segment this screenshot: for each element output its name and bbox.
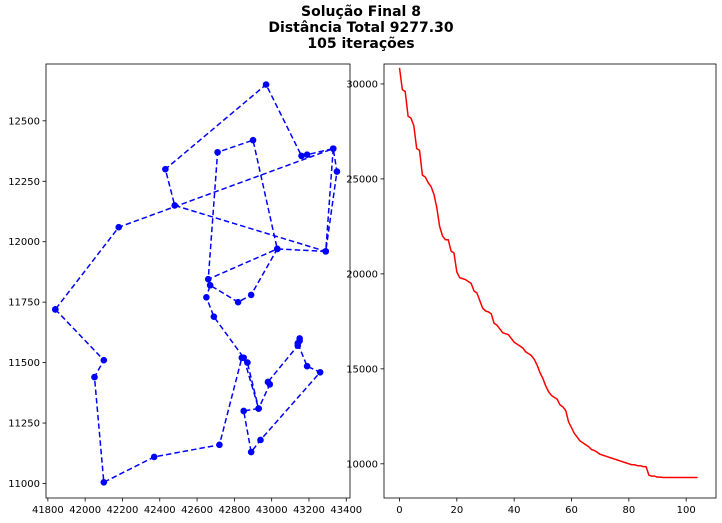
x-tick-label: 0	[396, 505, 402, 516]
y-tick-label: 20000	[346, 269, 378, 280]
y-tick-label: 12000	[8, 237, 40, 248]
city-point	[150, 453, 158, 461]
city-point	[210, 313, 218, 320]
city-point	[329, 145, 337, 152]
y-tick-label: 11000	[8, 479, 40, 490]
city-point	[262, 81, 270, 88]
x-tick-label: 42800	[218, 505, 250, 516]
y-tick-label: 25000	[346, 174, 378, 185]
city-point	[264, 378, 272, 386]
x-tick-label: 43400	[330, 505, 362, 516]
y-tick-label: 30000	[346, 79, 378, 90]
x-tick-label: 42200	[107, 505, 139, 516]
y-tick-label: 11750	[8, 298, 40, 309]
figure-title: Solução Final 8 Distância Total 9277.30 …	[0, 4, 722, 52]
y-tick-label: 11250	[8, 419, 40, 430]
x-tick-label: 42600	[181, 505, 213, 516]
x-tick-label: 60	[565, 505, 578, 516]
city-point	[115, 223, 123, 231]
plot-frame	[383, 63, 717, 499]
city-point	[294, 339, 302, 347]
x-tick-label: 41800	[32, 505, 64, 516]
plot-frame	[45, 63, 351, 499]
x-tick-label: 42000	[69, 505, 101, 516]
city-point	[303, 362, 311, 370]
city-point	[240, 354, 247, 362]
city-point	[247, 448, 255, 456]
city-point	[255, 405, 262, 412]
city-point	[234, 298, 242, 306]
city-point	[206, 281, 214, 289]
city-point	[244, 359, 251, 366]
city-point	[333, 168, 341, 175]
y-tick-label: 12500	[8, 116, 40, 127]
city-point	[214, 148, 221, 156]
title-line-1: Solução Final 8	[301, 4, 421, 20]
x-tick-label: 43200	[293, 505, 325, 516]
city-point	[52, 306, 59, 313]
y-tick-label: 11500	[8, 358, 40, 369]
city-point	[298, 152, 305, 160]
x-tick-label: 43000	[256, 505, 288, 516]
city-point	[247, 291, 255, 299]
x-tick-label: 42400	[144, 505, 176, 516]
route-plot: 41800 42000 42200 42400 42600 42800 43000 43200…	[8, 63, 362, 516]
convergence-plot: 0 20 40 60 80 100 10000 15000 20000 25000 30000	[346, 63, 717, 516]
city-point	[240, 407, 247, 415]
city-point	[203, 294, 210, 301]
city-point	[204, 275, 212, 283]
city-point	[100, 478, 108, 486]
y-tick-label: 12250	[8, 177, 40, 188]
x-tick-label: 80	[622, 505, 635, 516]
city-point	[171, 202, 178, 209]
city-point	[322, 248, 330, 255]
city-point	[162, 165, 169, 173]
city-point	[216, 441, 223, 449]
x-tick-label: 100	[677, 505, 696, 516]
city-point	[100, 356, 108, 364]
route-line	[54, 83, 338, 484]
city-point	[91, 373, 98, 381]
city-point	[249, 136, 257, 144]
y-tick-label: 15000	[346, 364, 378, 375]
city-point	[257, 436, 264, 444]
city-point	[303, 151, 311, 158]
x-tick-label: 40	[508, 505, 521, 516]
title-line-2: Distância Total 9277.30	[268, 20, 454, 36]
title-line-3: 105 iterações	[307, 36, 415, 52]
x-tick-label: 20	[450, 505, 463, 516]
city-point	[273, 245, 281, 253]
distance-line	[398, 67, 698, 479]
city-point	[316, 368, 324, 376]
y-tick-label: 10000	[346, 459, 378, 470]
